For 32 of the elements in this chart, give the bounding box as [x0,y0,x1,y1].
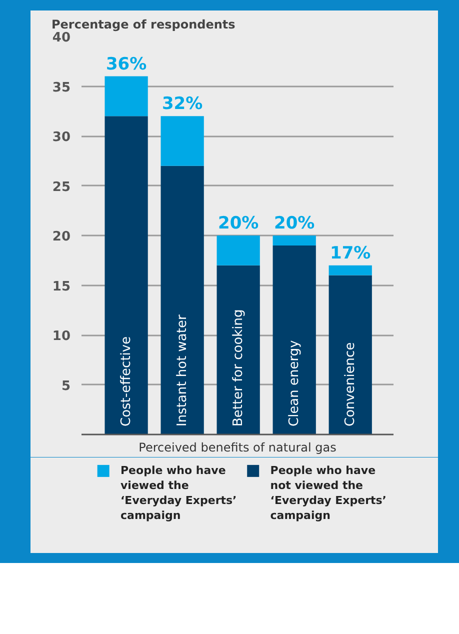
x-tick-label: Better for cooking [230,309,246,426]
y-axis-title: Percentage of respondents [52,18,236,32]
x-tick-label: Convenience [342,342,358,426]
y-tick-label: 25 [52,180,71,195]
bar [272,236,316,246]
y-tick-label: 10 [52,329,71,344]
total-label: 17% [330,243,371,264]
y-tick-label: 15 [52,279,71,294]
x-axis-title: Perceived benefits of natural gas [138,440,336,454]
bar [328,265,372,276]
x-tick-label: Cost-effective [118,336,134,426]
x-tick-label: Clean energy [286,340,302,426]
x-tick-label: Instant hot water [174,314,190,426]
bar [216,236,260,266]
y-tick-label: 40 [52,30,71,46]
bar [272,245,316,434]
y-tick-label: 20 [52,230,71,244]
total-label: 20% [274,214,315,234]
y-tick-label: 5 [61,378,70,394]
legend-label: People who have viewed the ‘Everyday Experts’ campaign [120,464,237,522]
bar [104,76,148,116]
bar [104,116,148,434]
total-label: 32% [162,94,203,114]
total-label: 20% [218,214,259,234]
bar [328,275,372,434]
total-label: 36% [106,54,147,74]
bar [160,166,204,434]
y-tick-label: 35 [52,80,71,96]
bar [160,116,204,166]
legend-label: People who have not viewed the ‘Everyday Experts’ campaign [270,464,386,522]
y-tick-label: 30 [52,130,71,145]
bar [216,265,260,434]
